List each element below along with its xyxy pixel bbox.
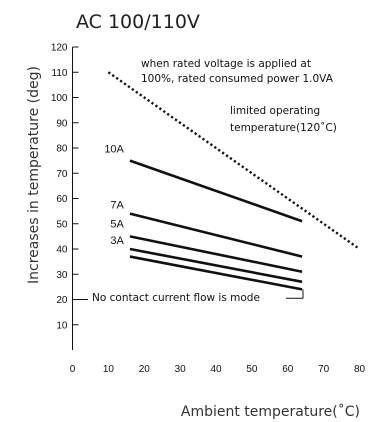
x-tick-label: 70 [318,364,330,375]
series-label-10a: 10A [104,144,124,156]
x-axis-label: Ambient temperature(˚C) [181,403,360,420]
y-tick-label: 10 [56,320,68,331]
series-label-3a: 3A [110,235,124,247]
x-tick-label: 0 [70,364,76,375]
y-tick-label: 90 [56,118,68,129]
series-label-7a: 7A [110,200,124,212]
series-label-5a: 5A [110,218,124,230]
annotation-limit-line-1: limited operating [230,105,320,117]
series-line-unlabeled [129,255,303,291]
y-tick-label: 70 [56,169,68,180]
x-tick-label: 60 [282,364,294,375]
series-line-10a [129,159,303,223]
annotation-nocontact-line-1: No contact current flow is mode [92,292,260,304]
series-line-5a [129,235,303,273]
x-tick-label: 50 [246,364,258,375]
annotation-rated-line-2: 100%, rated consumed power 1.0VA [141,73,334,85]
y-tick-label: 50 [56,219,68,230]
y-tick-label: 100 [51,93,68,104]
series-line-3a [129,247,303,284]
y-axis-label: Increases in temperature (deg) [26,66,42,284]
y-tick-label: 120 [51,43,68,54]
y-tick-label: 110 [52,68,68,79]
x-tick-label: 80 [354,364,366,375]
series-line-7a [129,212,303,258]
y-tick-label: 60 [56,194,68,205]
x-tick-label: 30 [175,364,187,375]
x-tick-label: 20 [139,364,151,375]
annotation-rated-line-1: when rated voltage is applied at [141,58,311,70]
y-tick-label: 40 [56,245,68,256]
x-tick-label: 10 [103,364,115,375]
y-tick-label: 80 [56,144,68,155]
limit-temperature-line [107,71,361,250]
x-tick-label: 40 [210,364,222,375]
chart-title: AC 100/110V [76,11,200,33]
y-tick-label: 20 [56,295,68,306]
annotation-limit-line-2: temperature(120˚C) [230,122,337,134]
y-tick-label: 30 [56,270,68,281]
plot-area: 10 20 30 40 50 60 70 80 90 100 110 120 0 10 20 30 40 50 60… [51,43,366,376]
